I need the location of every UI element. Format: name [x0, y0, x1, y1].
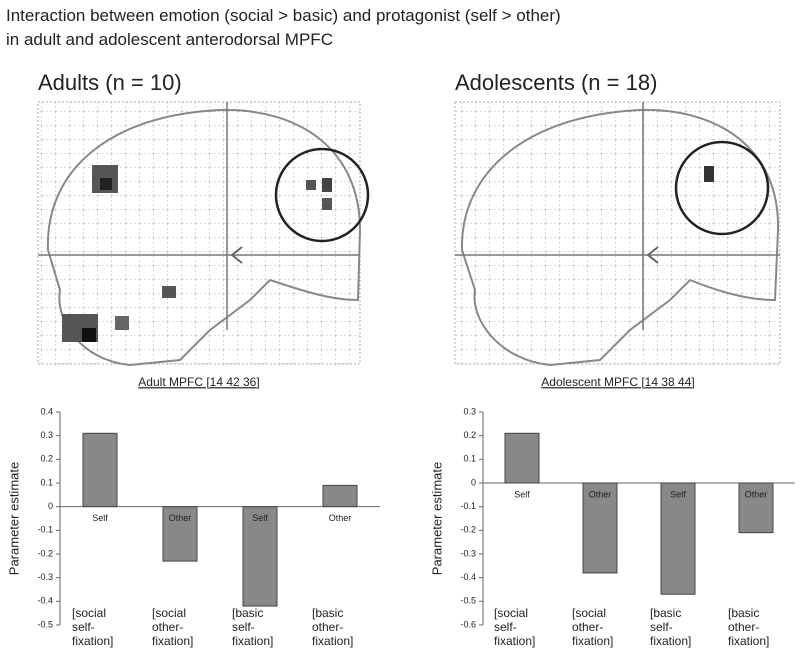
- panel-title: Adults (n = 10): [38, 70, 182, 95]
- bar: [162, 506, 198, 562]
- y-axis-label: Parameter estimate: [429, 462, 444, 575]
- x-tick-label: [basic self- fixation]: [650, 606, 692, 648]
- x-tick-label: [social other- fixation]: [572, 606, 614, 648]
- x-tick-label: [basic other- fixation]: [312, 606, 354, 648]
- y-tick-label: -0.5: [37, 619, 53, 629]
- y-axis-label: Parameter estimate: [6, 462, 21, 575]
- bar: [82, 432, 118, 508]
- y-tick-label: 0.3: [463, 406, 476, 416]
- y-tick-label: -0.4: [460, 572, 476, 582]
- panel-title: Adolescents (n = 18): [455, 70, 657, 95]
- y-tick-label: 0.3: [40, 430, 53, 440]
- bar: [582, 482, 618, 574]
- y-tick-label: -0.3: [460, 548, 476, 558]
- y-tick-label: 0: [471, 477, 476, 487]
- y-tick-label: 0.1: [40, 477, 53, 487]
- bar: [660, 482, 696, 595]
- bar-label: Self: [670, 489, 686, 499]
- bar-label: Other: [329, 513, 352, 523]
- bar: [242, 506, 278, 607]
- bar-label: Self: [92, 513, 108, 523]
- y-tick-label: 0.2: [463, 430, 476, 440]
- figure-title: Interaction between emotion (social > ba…: [6, 6, 561, 25]
- y-tick-label: -0.5: [460, 596, 476, 606]
- figure-title: in adult and adolescent anterodorsal MPF…: [6, 30, 333, 49]
- region-label: Adult MPFC [14 42 36]: [138, 375, 259, 389]
- y-tick-label: 0.1: [463, 454, 476, 464]
- y-tick-label: -0.6: [460, 619, 476, 629]
- bar: [738, 482, 774, 534]
- brain-adult: [37, 101, 370, 367]
- y-tick-label: -0.2: [37, 548, 53, 558]
- x-tick-label: [social other- fixation]: [152, 606, 194, 648]
- x-tick-label: [social self- fixation]: [72, 606, 114, 648]
- brain-adolescent: [454, 101, 781, 367]
- y-tick-label: -0.3: [37, 572, 53, 582]
- bar-label: Other: [745, 489, 768, 499]
- bar-label: Self: [514, 489, 530, 499]
- bar: [504, 432, 540, 484]
- bar-label: Other: [169, 513, 192, 523]
- x-tick-label: [basic other- fixation]: [728, 606, 770, 648]
- y-tick-label: -0.4: [37, 596, 53, 606]
- x-tick-label: [basic self- fixation]: [232, 606, 274, 648]
- region-label: Adolescent MPFC [14 38 44]: [541, 375, 694, 389]
- y-tick-label: -0.2: [460, 525, 476, 535]
- bar: [322, 484, 358, 508]
- bar-label: Self: [252, 513, 268, 523]
- y-tick-label: 0.2: [40, 454, 53, 464]
- bar-label: Other: [589, 489, 612, 499]
- x-tick-label: [social self- fixation]: [494, 606, 536, 648]
- y-tick-label: 0.4: [40, 406, 53, 416]
- y-tick-label: -0.1: [37, 525, 53, 535]
- y-tick-label: 0: [48, 501, 53, 511]
- y-tick-label: -0.1: [460, 501, 476, 511]
